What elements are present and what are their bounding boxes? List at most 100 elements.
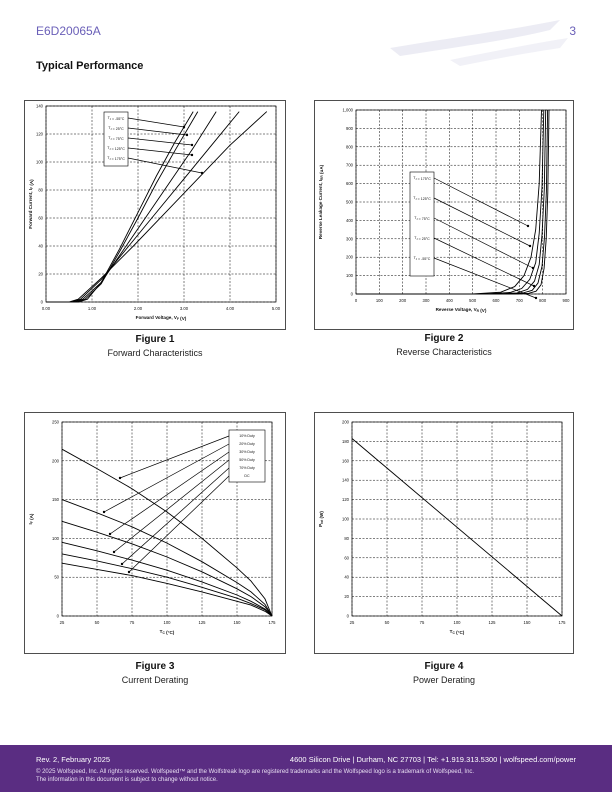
legend-pointer bbox=[433, 257, 537, 299]
legend-pointer-tip bbox=[532, 284, 536, 288]
series-line-5 bbox=[46, 111, 268, 303]
plot-area bbox=[61, 421, 273, 617]
series-line-5 bbox=[61, 553, 273, 617]
legend-pointer bbox=[103, 443, 230, 513]
section-title: Typical Performance bbox=[36, 60, 144, 72]
x-tick-label: 200 bbox=[399, 298, 407, 303]
legend-pointer-tip bbox=[185, 133, 189, 137]
y-tick-label: 100 bbox=[52, 536, 60, 541]
x-tick-label: 75 bbox=[420, 620, 425, 625]
x-tick-label: 25 bbox=[350, 620, 355, 625]
y-tick-label: 500 bbox=[346, 200, 354, 205]
legend-pointer bbox=[128, 475, 230, 573]
x-tick-label: 2.00 bbox=[134, 306, 143, 311]
y-tick-label: 700 bbox=[346, 163, 354, 168]
reverse-characteristics-chart: 0 100 200 300 400 500 600 700 800 900 0 100 200 300 40… bbox=[314, 100, 574, 330]
plot-area bbox=[351, 421, 563, 617]
legend-pointer bbox=[127, 137, 193, 146]
x-axis-label: TC (°C) bbox=[160, 629, 175, 635]
y-tick-label: 60 bbox=[344, 555, 349, 560]
x-tick-label: 0.00 bbox=[42, 306, 51, 311]
legend-entry: TJ = 25°C bbox=[414, 236, 430, 241]
figure-2-caption: Figure 2 Reverse Characteristics bbox=[314, 333, 574, 357]
page-footer: Rev. 2, February 2025 4600 Silicon Drive… bbox=[0, 745, 612, 792]
legend-entry: TJ = 175°C bbox=[107, 156, 125, 161]
series-line-1 bbox=[46, 111, 194, 303]
legend-pointer bbox=[121, 467, 230, 565]
legend-entry: 50% Duty bbox=[239, 458, 255, 462]
legend-pointer-tip bbox=[127, 570, 131, 574]
legend-pointer-tip bbox=[118, 476, 122, 480]
x-tick-label: 175 bbox=[559, 620, 567, 625]
footer-copyright-line-1: © 2025 Wolfspeed, Inc. All rights reserv… bbox=[36, 769, 475, 775]
y-tick-label: 0 bbox=[347, 614, 350, 619]
series-line-1 bbox=[351, 438, 563, 617]
x-tick-label: 125 bbox=[199, 620, 207, 625]
x-tick-label: 800 bbox=[539, 298, 547, 303]
series-line-3 bbox=[46, 111, 217, 303]
legend-pointer bbox=[127, 157, 203, 174]
legend-pointer bbox=[127, 147, 193, 156]
figure-3-caption: Figure 3 Current Derating bbox=[25, 661, 285, 685]
x-tick-label: 25 bbox=[60, 620, 65, 625]
y-tick-label: 160 bbox=[342, 458, 350, 463]
figure-frame bbox=[314, 100, 574, 330]
legend-entry: TJ = 125°C bbox=[413, 196, 431, 201]
legend-box bbox=[228, 429, 266, 483]
plot-area bbox=[45, 105, 277, 303]
y-tick-label: 80 bbox=[38, 188, 43, 193]
legend-pointer bbox=[113, 459, 230, 553]
legend-pointer-tip bbox=[526, 224, 530, 228]
y-tick-label: 250 bbox=[52, 420, 60, 425]
y-tick-label: 200 bbox=[346, 255, 354, 260]
x-tick-label: 300 bbox=[423, 298, 431, 303]
current-derating-chart: 25 50 75 100 125 150 175 0 50 100 150 200 250 TC (°C)… bbox=[24, 412, 286, 654]
series-line-2 bbox=[356, 109, 545, 295]
figure-2-number: Figure 2 bbox=[424, 333, 464, 344]
y-tick-label: 0 bbox=[41, 300, 44, 305]
footer-revision: Rev. 2, February 2025 bbox=[36, 755, 111, 764]
y-tick-label: 20 bbox=[38, 272, 43, 277]
figure-3-chart: 25 50 75 100 125 150 175 0 50 100 150 200 250 TC (°C)… bbox=[24, 412, 286, 654]
y-tick-label: 120 bbox=[342, 497, 350, 502]
legend-entry: TJ = 75°C bbox=[108, 136, 124, 141]
footer-copyright: © 2025 Wolfspeed, Inc. All rights reserv… bbox=[36, 768, 576, 784]
x-tick-label: 500 bbox=[469, 298, 477, 303]
y-tick-label: 50 bbox=[54, 575, 59, 580]
y-tick-label: 60 bbox=[38, 216, 43, 221]
legend-pointer bbox=[433, 197, 531, 247]
x-tick-label: 3.00 bbox=[180, 306, 189, 311]
y-tick-label: 100 bbox=[346, 273, 354, 278]
y-tick-label: 0 bbox=[351, 292, 354, 297]
legend-entry: TJ = 175°C bbox=[413, 176, 431, 181]
y-tick-label: 120 bbox=[36, 132, 44, 137]
legend-pointer-tip bbox=[120, 562, 124, 566]
figure-1-title: Forward Characteristics bbox=[107, 348, 203, 358]
y-axis-label: Ptot (W) bbox=[318, 511, 324, 527]
figure-1-number: Figure 1 bbox=[135, 334, 175, 345]
legend-pointer bbox=[433, 237, 535, 287]
legend-box bbox=[103, 111, 129, 167]
figure-4-title: Power Derating bbox=[412, 675, 476, 685]
forward-characteristics-chart: 0.00 1.00 2.00 3.00 4.00 5.00 0 20 40 60 80 100 120 1… bbox=[24, 100, 286, 330]
y-tick-label: 0 bbox=[57, 614, 60, 619]
chart-legend: TJ = -55°C TJ = 25°C TJ = 75°C TJ = 125°C TJ… bbox=[103, 111, 204, 175]
y-tick-label: 600 bbox=[346, 181, 354, 186]
figure-frame bbox=[314, 412, 574, 654]
x-tick-label: 0 bbox=[355, 298, 358, 303]
series-line-6 bbox=[61, 562, 273, 617]
legend-entry: TJ = -55°C bbox=[414, 256, 431, 261]
wolfstreak-logo bbox=[390, 20, 568, 66]
legend-pointer-tip bbox=[200, 171, 204, 175]
legend-pointer-tip bbox=[112, 550, 116, 554]
chart-legend: TJ = 175°C TJ = 125°C TJ = 75°C TJ = 25°C TJ… bbox=[409, 171, 538, 300]
legend-pointer bbox=[109, 451, 230, 535]
y-tick-label: 140 bbox=[342, 478, 350, 483]
y-tick-label: 180 bbox=[342, 439, 350, 444]
y-tick-label: 800 bbox=[346, 144, 354, 149]
x-tick-label: 50 bbox=[385, 620, 390, 625]
legend-pointer-tip bbox=[190, 153, 194, 157]
footer-copyright-line-2: The information in this document is subj… bbox=[36, 777, 218, 783]
x-tick-label: 50 bbox=[95, 620, 100, 625]
x-tick-label: 75 bbox=[130, 620, 135, 625]
